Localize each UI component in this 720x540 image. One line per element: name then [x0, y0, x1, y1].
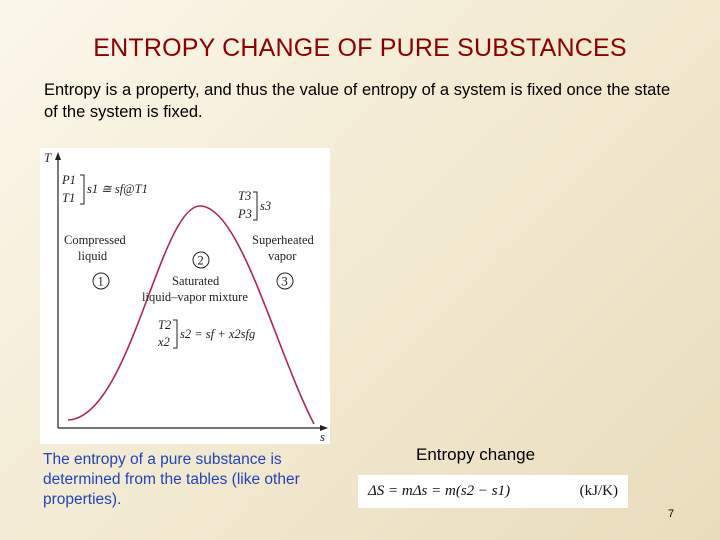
s-axis-label: s [320, 430, 325, 444]
s-axis-arrow [320, 425, 328, 431]
state3-equation: s3 [260, 199, 271, 213]
state1-temperature: T1 [62, 191, 75, 205]
entropy-change-equation: ΔS = mΔs = m(s2 − s1) [368, 483, 511, 499]
state3-marker-label: 3 [282, 275, 288, 289]
entropy-change-heading: Entropy change [416, 445, 536, 464]
state3-bracket [253, 191, 258, 221]
page-number: 7 [668, 508, 675, 520]
state3-marker [276, 272, 294, 290]
superheated-label: Superheated [252, 233, 315, 247]
saturated-label: Saturated [172, 274, 220, 288]
t-axis-label: T [44, 151, 52, 165]
state1-pressure: P1 [61, 173, 76, 187]
ts-diagram-svg: T s P1 T1 s1 ≅ sf@T1 T3 P3 s3 Compressed… [44, 151, 328, 444]
state1-marker-label: 1 [98, 275, 104, 289]
state1-equation: s1 ≅ sf@T1 [87, 182, 148, 196]
compressed-label: Compressed [64, 233, 127, 247]
intro-text: Entropy is a property, and thus the valu… [44, 81, 671, 121]
state3-temperature: T3 [238, 189, 251, 203]
state2-marker-label: 2 [198, 254, 204, 268]
liquid-label: liquid [78, 249, 108, 263]
entropy-change-equation-box: ΔS = mΔs = m(s2 − s1) (kJ/K) [358, 475, 628, 508]
state1-marker [92, 272, 110, 290]
vapor-label: vapor [268, 249, 297, 263]
t-axis-arrow [55, 152, 61, 160]
state2-quality: x2 [157, 335, 170, 349]
figure-caption: The entropy of a pure substance is deter… [43, 451, 300, 508]
ts-diagram: T s P1 T1 s1 ≅ sf@T1 T3 P3 s3 Compressed… [40, 148, 330, 444]
state3-pressure: P3 [237, 207, 252, 221]
state2-equation: s2 = sf + x2sfg [180, 327, 255, 341]
slide-title: ENTROPY CHANGE OF PURE SUBSTANCES [93, 34, 627, 62]
state1-bracket [80, 174, 85, 205]
equation-units: (kJ/K) [579, 483, 618, 499]
state2-marker [192, 251, 210, 269]
state2-bracket [173, 319, 178, 349]
saturation-dome-curve [67, 205, 315, 425]
state2-temperature: T2 [158, 318, 171, 332]
mixture-label: liquid–vapor mixture [142, 290, 248, 304]
